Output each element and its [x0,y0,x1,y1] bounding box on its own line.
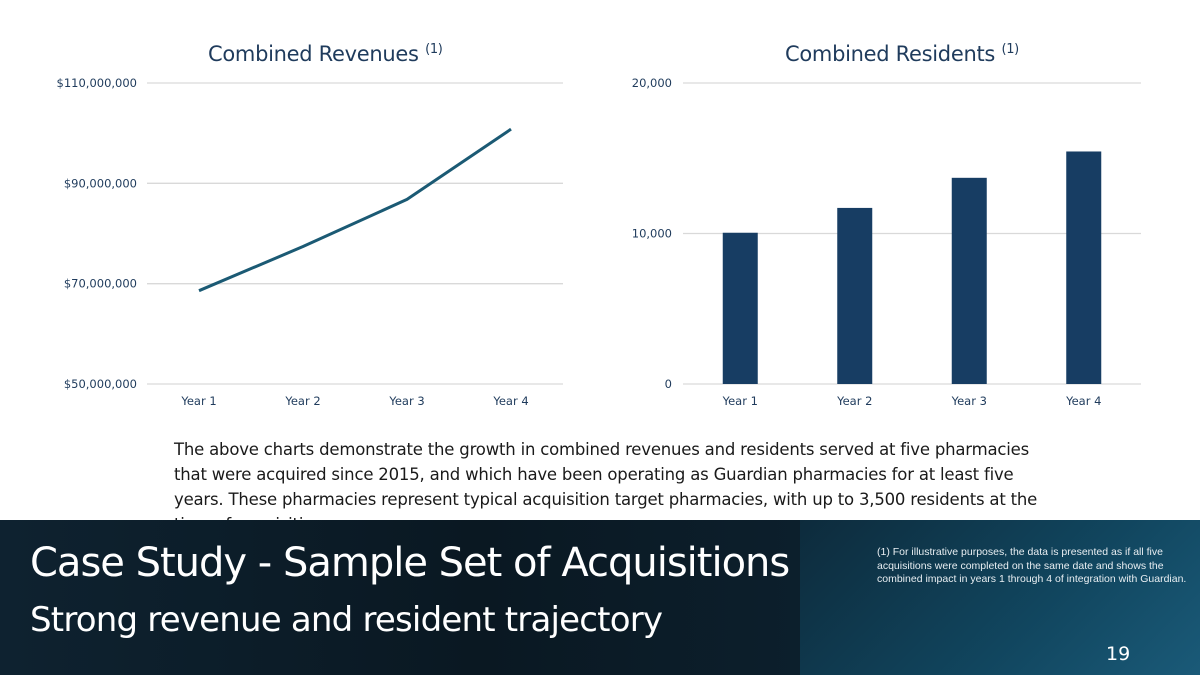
y-tick-label: 10,000 [632,227,672,241]
y-tick-label: 0 [665,377,672,391]
residents-chart-title: Combined Residents (1) [785,42,1019,66]
page-number: 19 [1106,643,1131,665]
revenues-chart-title: Combined Revenues (1) [208,42,443,66]
y-tick-label: $110,000,000 [57,76,137,90]
residents-title-footnote-mark: (1) [1001,42,1019,57]
x-tick-label: Year 4 [1065,394,1101,408]
x-tick-label: Year 4 [492,394,528,408]
title-band [0,520,800,675]
footnote-band [800,520,1200,675]
revenue-line [198,127,512,293]
y-tick-label: $90,000,000 [64,176,137,190]
y-tick-label: $70,000,000 [64,277,137,291]
revenues-title-footnote-mark: (1) [425,42,443,57]
x-tick-label: Year 3 [951,394,987,408]
y-tick-label: 20,000 [632,76,672,90]
x-tick-label: Year 2 [284,394,320,408]
residents-bar [951,177,987,384]
slide-title: Case Study - Sample Set of Acquisitions [30,540,790,586]
x-tick-label: Year 1 [722,394,758,408]
slide-subtitle: Strong revenue and resident trajectory [30,600,663,640]
x-tick-label: Year 3 [388,394,424,408]
revenues-title-text: Combined Revenues [208,42,419,66]
residents-bar [1066,151,1102,384]
x-tick-label: Year 1 [180,394,216,408]
footnote: (1) For illustrative purposes, the data … [877,546,1187,585]
residents-bar [722,232,758,384]
x-tick-label: Year 2 [836,394,872,408]
y-tick-label: $50,000,000 [64,377,137,391]
charts-canvas: $50,000,000 $70,000,000 $90,000,000 $110,00… [57,76,1141,408]
residents-title-text: Combined Residents [785,42,996,66]
residents-bar [837,207,873,384]
